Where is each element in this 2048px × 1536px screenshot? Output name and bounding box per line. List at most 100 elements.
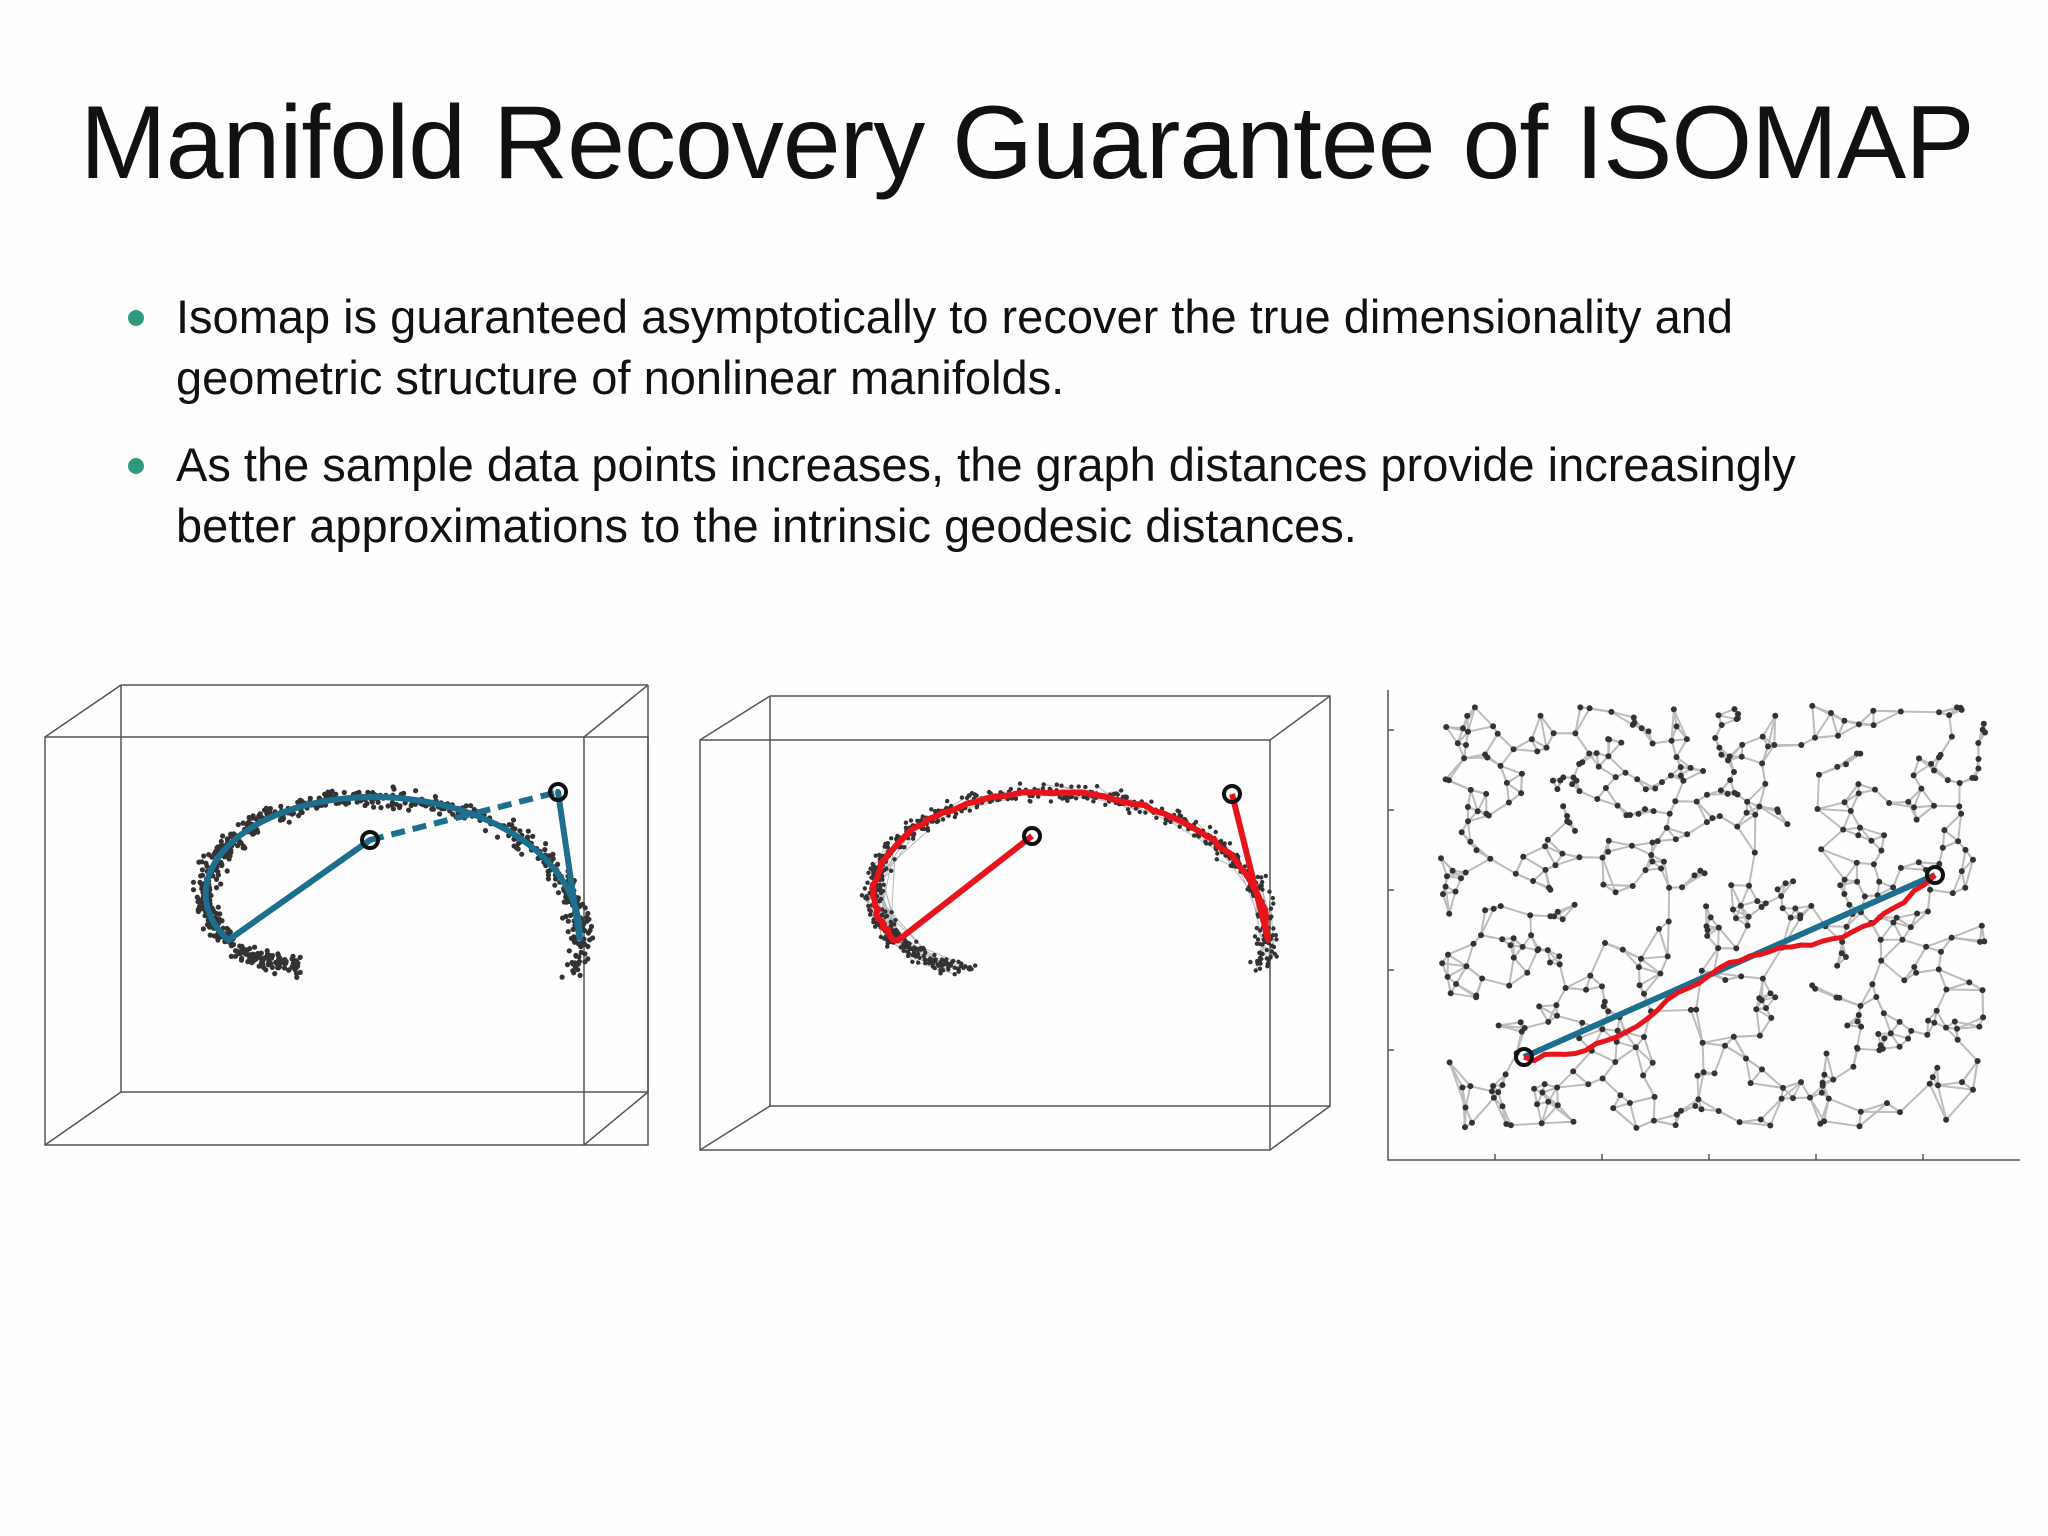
- data-point: [873, 853, 878, 858]
- data-point: [228, 953, 234, 959]
- data-point: [1956, 803, 1963, 810]
- data-point: [1602, 785, 1609, 791]
- data-point: [1711, 1070, 1718, 1077]
- data-point: [1703, 903, 1710, 910]
- graph-edge: [1907, 787, 1923, 803]
- data-point: [893, 930, 899, 935]
- graph-edge: [1589, 942, 1606, 977]
- data-point: [213, 848, 219, 854]
- graph-edge: [1465, 965, 1483, 980]
- data-point: [1731, 706, 1738, 713]
- data-point: [199, 859, 205, 865]
- data-point: [1562, 985, 1569, 991]
- data-point: [1901, 977, 1908, 984]
- graph-edge: [1857, 1047, 1880, 1052]
- data-point: [280, 816, 286, 823]
- graph-edge: [1603, 883, 1633, 887]
- data-point: [1446, 1059, 1453, 1066]
- data-point: [1975, 740, 1982, 746]
- graph-edge: [1522, 845, 1546, 858]
- data-point: [1798, 742, 1805, 748]
- data-point: [1536, 1003, 1543, 1010]
- data-point: [1896, 1043, 1903, 1050]
- data-point: [1672, 1122, 1679, 1129]
- data-point: [1519, 943, 1526, 950]
- data-point: [1554, 1102, 1561, 1109]
- data-point: [880, 888, 886, 894]
- data-point: [1478, 932, 1484, 939]
- data-point: [1465, 818, 1471, 825]
- graph-edge: [1465, 857, 1491, 874]
- graph-edge: [881, 830, 929, 873]
- data-point: [1040, 786, 1046, 791]
- graph-edge: [1636, 1119, 1655, 1129]
- data-point: [1911, 964, 1918, 970]
- data-point: [1744, 922, 1751, 929]
- data-point: [1517, 1019, 1524, 1026]
- data-point: [1875, 1031, 1882, 1037]
- data-point: [967, 808, 972, 813]
- data-point: [1839, 938, 1846, 945]
- graph-edge: [1636, 778, 1656, 790]
- graph-edge: [1500, 905, 1531, 917]
- graph-edge: [1956, 1025, 1980, 1030]
- graph-edge: [1758, 783, 1767, 807]
- data-point: [1881, 832, 1888, 839]
- bullet-item: Isomap is guaranteed asymptotically to r…: [128, 286, 1928, 408]
- graph-edge: [1513, 956, 1529, 974]
- graph-edge: [1682, 770, 1704, 782]
- data-point: [1695, 1096, 1702, 1103]
- data-point: [1467, 838, 1474, 845]
- graph-edge: [1946, 988, 1983, 992]
- graph-edge: [1880, 959, 1905, 981]
- data-point: [1717, 787, 1724, 794]
- data-point: [1618, 739, 1625, 746]
- data-point: [1979, 987, 1986, 994]
- data-point: [1524, 969, 1531, 976]
- embedding-points: [1438, 702, 1988, 1131]
- data-point: [1458, 829, 1465, 836]
- data-point: [907, 941, 912, 946]
- graph-edge: [1873, 709, 1901, 713]
- graph-edge: [1639, 972, 1661, 987]
- data-point: [1948, 934, 1955, 941]
- data-point: [585, 956, 591, 962]
- data-point: [1534, 748, 1541, 755]
- graph-edge: [1753, 814, 1757, 853]
- data-point: [873, 924, 878, 929]
- data-point: [238, 840, 244, 846]
- graph-edge: [1858, 1102, 1888, 1127]
- data-point: [1069, 784, 1074, 789]
- data-point: [1460, 725, 1466, 732]
- graph-edge: [1695, 800, 1714, 819]
- graph-edge: [1480, 908, 1495, 936]
- graph-edge: [1928, 1083, 1948, 1121]
- data-point: [224, 868, 230, 874]
- data-point: [1467, 786, 1474, 793]
- graph-edge: [1739, 1118, 1761, 1124]
- graph-edge: [1961, 1060, 1979, 1083]
- data-point: [1896, 1018, 1903, 1025]
- data-point: [1846, 901, 1853, 908]
- data-point: [966, 966, 971, 971]
- data-point: [219, 918, 225, 924]
- graph-edge: [1539, 715, 1548, 748]
- data-point: [1731, 769, 1737, 775]
- data-point: [1076, 784, 1081, 789]
- graph-edge: [1746, 783, 1767, 803]
- data-point: [1812, 985, 1819, 992]
- data-point: [240, 820, 246, 826]
- data-point: [1700, 768, 1707, 774]
- data-point: [530, 833, 536, 839]
- data-point: [1543, 744, 1550, 751]
- data-point: [298, 809, 304, 815]
- data-point: [1479, 975, 1486, 982]
- data-point: [1645, 728, 1652, 735]
- data-point: [1617, 1092, 1624, 1099]
- data-point: [1872, 786, 1878, 793]
- graph-edge: [1702, 1041, 1726, 1047]
- graph-edge: [1547, 1004, 1558, 1023]
- data-point: [1554, 1012, 1560, 1019]
- data-point: [1855, 832, 1862, 839]
- data-point: [893, 918, 898, 923]
